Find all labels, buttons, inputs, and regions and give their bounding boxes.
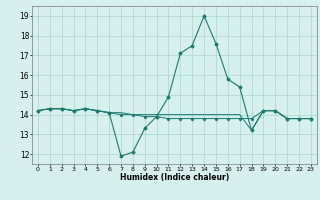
X-axis label: Humidex (Indice chaleur): Humidex (Indice chaleur) [120, 173, 229, 182]
